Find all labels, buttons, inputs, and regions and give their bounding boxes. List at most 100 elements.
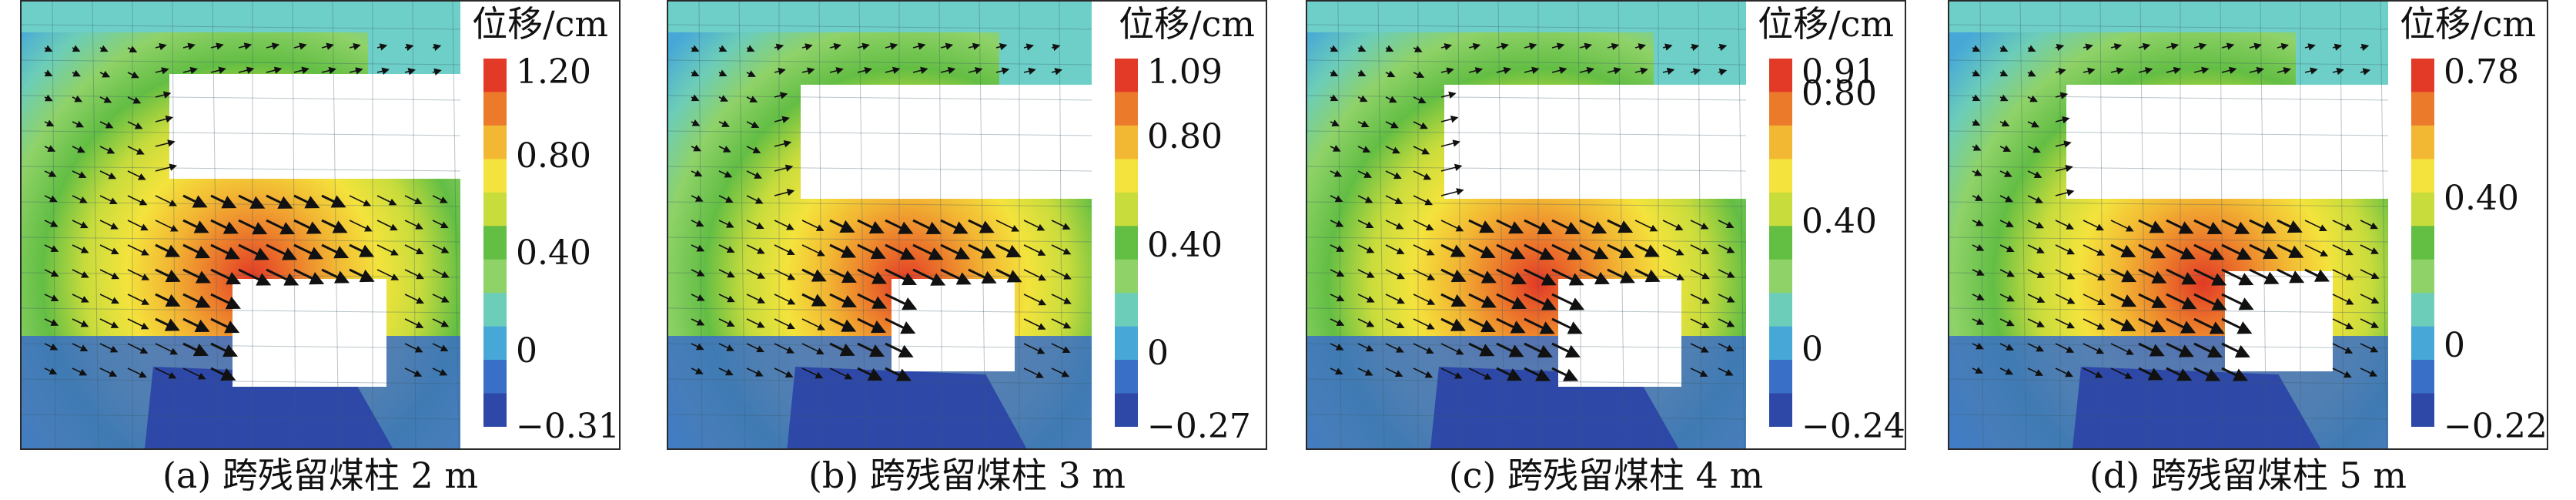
displacement-arrow [1468,342,1495,357]
displacement-arrow [432,244,450,253]
displacement-arrow [2360,294,2380,304]
displacement-arrow [1690,43,1700,52]
displacement-arrow [774,67,786,76]
colorbar-band [483,226,507,260]
displacement-arrow [774,318,795,330]
displacement-arrow [1972,318,1985,325]
displacement-arrow [1634,43,1647,51]
mesh-line [22,166,461,172]
colorbar-band [1115,293,1138,327]
displacement-arrow [2083,318,2106,330]
displacement-arrow [99,244,119,255]
displacement-arrow [432,43,442,52]
roadway-void [233,279,386,387]
displacement-arrow [1330,69,1339,77]
displacement-arrow [691,45,700,52]
displacement-arrow [1330,195,1343,203]
displacement-arrow [349,195,372,206]
displacement-arrow [885,66,901,75]
colorbar-band [483,259,507,294]
displacement-arrow [857,243,886,260]
displacement-arrow [774,164,794,172]
mesh-line [2340,2,2344,448]
displacement-arrow [2027,220,2045,229]
displacement-arrow [1690,343,1709,353]
colorbar-band [1115,259,1138,294]
displacement-arrow [1440,367,1463,379]
displacement-arrow [829,219,855,233]
displacement-arrow [801,293,827,307]
colorbar-band [1769,59,1792,92]
roadway-void [1558,279,1681,387]
mesh-line [1979,2,1984,448]
displacement-arrow [968,268,997,284]
colorbar-tick-label: 0.40 [1147,225,1223,265]
displacement-arrow [1330,244,1345,252]
displacement-arrow [1330,145,1341,152]
colorbar-band [483,293,507,327]
mesh-line [1949,201,2389,207]
upper-right-strata [1654,2,1746,85]
displacement-arrow [44,220,59,227]
displacement-arrow [1440,91,1457,99]
displacement-arrow [940,243,971,260]
colorbar-tick-label: 1.09 [1147,52,1223,92]
displacement-arrow [2360,68,2371,76]
displacement-arrow [72,269,89,278]
displacement-arrow [2083,343,2105,354]
colorbar-band [2411,159,2434,193]
displacement-arrow [155,367,177,379]
displacement-arrow [801,367,824,379]
displacement-arrow [746,170,762,179]
displacement-arrow [182,367,206,380]
mesh-line [1949,130,2389,136]
displacement-arrow [1440,220,1464,232]
displacement-arrow [1440,116,1459,123]
displacement-arrow [2083,43,2093,51]
displacement-arrow [691,69,700,77]
mesh-line [1497,2,1505,448]
displacement-arrow [2138,42,2151,51]
displacement-arrow [210,268,242,285]
displacement-arrow [2221,268,2254,286]
colorbar-tick-label: 0 [516,331,537,371]
displacement-arrow [376,43,388,51]
displacement-arrow [404,220,423,230]
displacement-arrow [1385,121,1399,129]
caption-a: (a) 跨残留煤柱 2 m [162,455,479,496]
displacement-arrow [1524,317,1555,334]
colorbar-title-d: 位移/cm [2400,3,2536,45]
displacement-arrow [1607,243,1634,259]
displacement-arrow [2055,140,2072,148]
displacement-arrow [968,243,996,259]
displacement-arrow [404,294,424,304]
displacement-arrow [99,367,118,377]
displacement-arrow [940,219,969,234]
caption-c: (c) 跨残留煤柱 4 m [1448,455,1764,496]
displacement-arrow [1579,268,1611,285]
displacement-arrow [99,70,111,78]
displacement-arrow [2166,243,2196,260]
displacement-arrow [182,66,198,75]
mesh-line [1307,414,1747,420]
displacement-arrow [1413,45,1423,52]
displacement-arrow [127,244,149,256]
displacement-arrow [691,244,705,252]
displacement-arrow [44,69,53,77]
displacement-arrow [44,195,58,203]
displacement-arrow [127,45,138,53]
displacement-arrow [2277,219,2303,233]
displacement-arrow [72,120,85,128]
displacement-arrow [321,268,350,284]
displacement-arrow [2166,268,2197,285]
displacement-arrow [127,195,148,206]
displacement-arrow [940,42,954,50]
displacement-arrow [44,170,57,177]
displacement-arrow [1972,169,1982,176]
displacement-arrow [885,268,918,286]
displacement-arrow [1330,294,1345,302]
displacement-arrow [432,269,450,278]
displacement-arrow [99,195,118,205]
displacement-arrow [1413,71,1425,79]
displacement-arrow [691,269,705,277]
